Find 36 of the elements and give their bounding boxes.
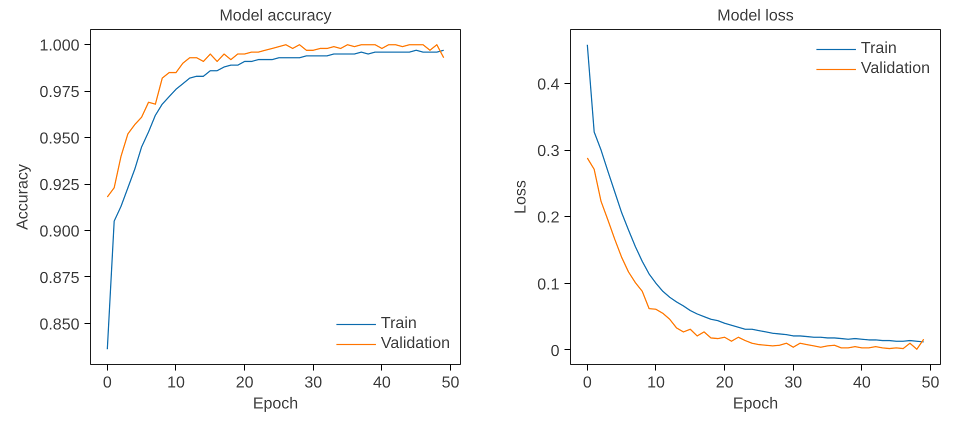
x-tick-label: 30 [304,374,322,392]
chart-title: Model accuracy [219,8,332,24]
x-axis-title: Epoch [732,396,778,412]
y-tick-label: 0.850 [39,316,80,334]
y-tick-label: 0.875 [39,270,80,287]
y-axis-title: Accuracy [14,164,32,230]
x-tick-label: 0 [582,374,592,392]
x-tick-label: 20 [236,374,254,392]
legend-label: Validation [860,60,930,78]
x-tick-label: 20 [716,374,734,392]
x-tick-label: 0 [102,374,112,392]
x-axis-title: Epoch [252,396,298,412]
chart-title: Model loss [717,8,794,24]
legend-label: Train [860,40,897,58]
y-tick-label: 0.975 [39,84,80,102]
y-tick-label: 0.1 [537,276,560,294]
y-tick-label: 0.925 [39,177,80,194]
y-tick-label: 0.900 [39,223,80,240]
line-series [586,157,924,350]
legend-label: Train [380,315,417,333]
x-tick-label: 40 [853,374,871,392]
x-tick-label: 30 [784,374,802,392]
y-tick-label: 0.3 [537,143,560,160]
y-tick-label: 0.2 [537,210,560,227]
x-tick-label: 50 [442,374,460,392]
y-tick-label: 0.950 [39,130,80,148]
x-tick-label: 10 [167,374,185,392]
legend-label: Validation [380,335,450,353]
y-axis-title: Loss [512,180,530,214]
y-tick-label: 0 [550,342,560,360]
x-tick-label: 50 [922,374,940,392]
x-tick-label: 10 [647,374,665,392]
line-series [106,44,444,198]
y-tick-label: 1.000 [39,38,80,55]
y-tick-label: 0.4 [537,76,560,94]
x-tick-label: 40 [373,374,391,392]
